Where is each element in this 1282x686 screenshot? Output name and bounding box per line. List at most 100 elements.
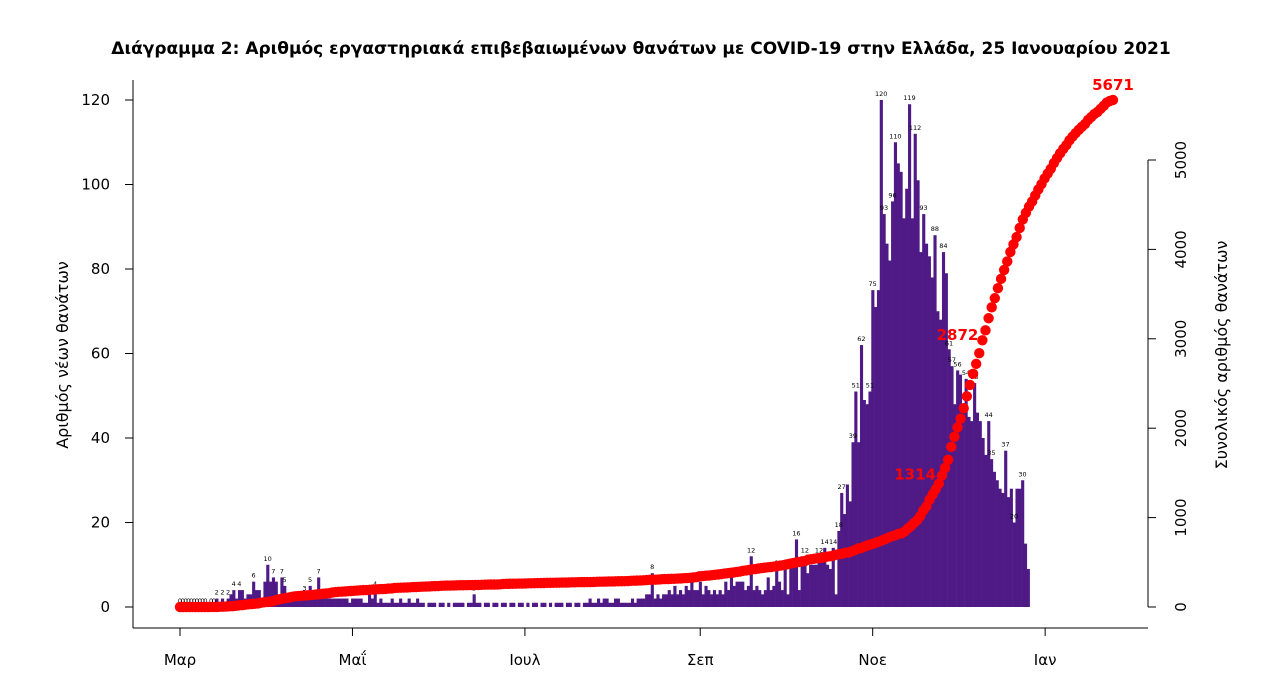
- daily-bar: [712, 590, 717, 607]
- daily-bar: [393, 602, 397, 607]
- daily-bar: [1018, 488, 1022, 607]
- cumulative-point: [995, 273, 1007, 285]
- daily-bar: [673, 585, 677, 608]
- daily-bar: [305, 598, 309, 607]
- daily-bar: [710, 594, 714, 607]
- daily-bar: [345, 598, 349, 607]
- bar-value-label: 18: [835, 521, 843, 529]
- daily-bar: [721, 594, 725, 607]
- daily-bar: [597, 598, 601, 607]
- bar-value-label: 62: [857, 335, 865, 343]
- cumulative-point: [1107, 94, 1119, 106]
- daily-bar: [387, 602, 391, 607]
- daily-bar: [695, 590, 700, 607]
- daily-bar: [724, 581, 728, 607]
- daily-bar: [958, 374, 963, 608]
- daily-bar: [500, 602, 505, 607]
- daily-bar: [269, 581, 273, 607]
- daily-bar: [548, 602, 553, 607]
- daily-bar: [659, 598, 663, 607]
- daily-bar: [376, 602, 380, 607]
- bar-value-label: 0: [212, 597, 216, 605]
- daily-bar: [800, 556, 804, 607]
- y-tick-label: 0: [100, 598, 110, 616]
- daily-bar: [758, 590, 762, 607]
- y2-tick-label: 5000: [1172, 141, 1190, 179]
- daily-bar: [532, 602, 536, 607]
- cumulative-point: [1002, 256, 1013, 267]
- daily-bar: [421, 602, 425, 607]
- daily-bar: [1021, 480, 1025, 607]
- bar-value-label: 37: [1001, 441, 1009, 449]
- cumulative-point: [961, 391, 973, 402]
- daily-bar: [577, 602, 581, 607]
- bar-value-label: 2: [226, 589, 230, 597]
- daily-bar: [910, 218, 914, 608]
- bar-value-label: 88: [931, 225, 939, 233]
- daily-bar: [777, 581, 782, 607]
- daily-bar: [690, 581, 694, 607]
- daily-bar: [237, 590, 242, 607]
- daily-bar: [896, 163, 900, 608]
- daily-bar: [1001, 492, 1005, 607]
- daily-bar: [325, 598, 329, 607]
- daily-bar: [729, 577, 734, 607]
- daily-bar: [961, 404, 965, 607]
- daily-bar: [924, 243, 929, 607]
- daily-bar: [314, 594, 318, 607]
- cumulative-point: [958, 403, 969, 414]
- daily-bar: [399, 598, 403, 607]
- daily-bar: [684, 585, 688, 608]
- daily-bar: [970, 421, 974, 607]
- daily-bar: [998, 488, 1002, 607]
- annotations-layer: 1314 2872 5671: [894, 76, 1134, 484]
- daily-bar: [837, 530, 841, 607]
- y2-tick-label: 4000: [1172, 230, 1190, 268]
- daily-bar: [803, 556, 807, 607]
- daily-bar: [973, 383, 977, 607]
- daily-bar: [766, 577, 770, 607]
- daily-bar: [905, 188, 909, 608]
- daily-bar: [792, 564, 796, 607]
- daily-bar: [667, 590, 671, 607]
- daily-bar: [331, 598, 335, 607]
- daily-bar: [701, 594, 705, 607]
- daily-bar: [613, 598, 618, 607]
- daily-bar: [512, 602, 516, 607]
- daily-bar: [478, 602, 482, 607]
- cumulative-point: [1014, 222, 1025, 234]
- bar-value-label: 5: [283, 576, 287, 584]
- daily-bar: [704, 585, 708, 608]
- cumulative-point: [946, 441, 957, 453]
- daily-bar: [509, 602, 513, 607]
- daily-bar: [868, 391, 872, 607]
- daily-bar: [653, 598, 657, 607]
- daily-bar: [274, 581, 278, 607]
- bar-value-label: 3: [302, 584, 306, 592]
- daily-bar: [266, 564, 270, 607]
- daily-bar: [616, 598, 620, 607]
- daily-bar: [831, 547, 835, 607]
- cumulative-point: [983, 313, 994, 324]
- daily-bar: [814, 564, 818, 607]
- daily-bar: [679, 590, 683, 607]
- daily-bar: [362, 602, 366, 607]
- daily-bar: [763, 590, 767, 607]
- bar-value-label: 12: [747, 546, 755, 554]
- bar-value-label: 0: [209, 597, 213, 605]
- y-tick-label: 60: [91, 345, 110, 363]
- daily-bar: [359, 598, 363, 607]
- daily-bar: [1015, 488, 1019, 607]
- daily-bar: [715, 594, 719, 607]
- daily-bar: [492, 602, 496, 607]
- bar-value-label: 2: [215, 589, 219, 597]
- daily-bar: [319, 594, 324, 607]
- daily-bar: [458, 602, 462, 607]
- daily-bar: [922, 214, 926, 607]
- daily-bar: [585, 602, 589, 607]
- cumulative-point: [933, 478, 945, 489]
- daily-bar: [953, 404, 957, 607]
- daily-bar: [382, 602, 386, 607]
- y-tick-label: 80: [91, 260, 110, 278]
